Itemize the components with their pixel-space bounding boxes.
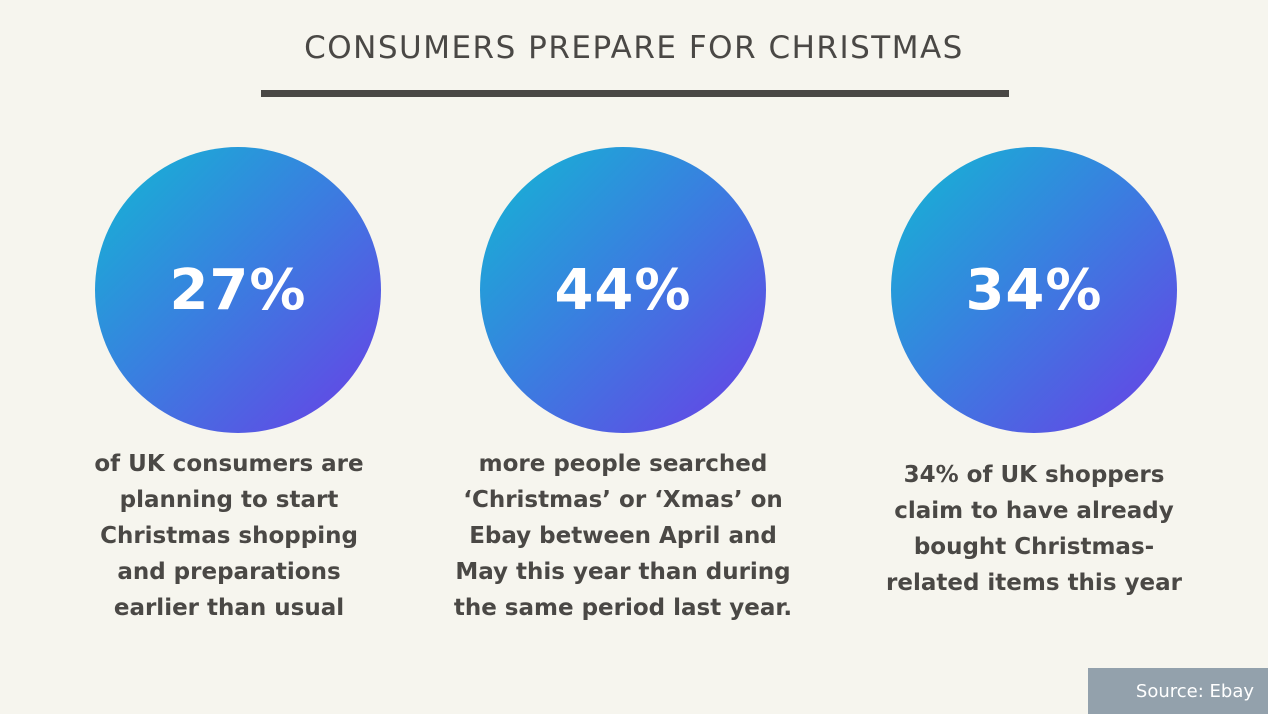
stat-value-2: 44%	[554, 257, 692, 323]
title-underline	[261, 90, 1009, 97]
stat-value-1: 27%	[169, 257, 307, 323]
stat-circle-3: 34%	[891, 147, 1177, 433]
stat-circle-2: 44%	[480, 147, 766, 433]
stat-description-1: of UK consumers are planning to start Ch…	[94, 451, 364, 621]
stat-description-2: more people searched ‘Christmas’ or ‘Xma…	[453, 451, 793, 621]
page-title: CONSUMERS PREPARE FOR CHRISTMAS	[304, 30, 964, 66]
stat-circle-1: 27%	[95, 147, 381, 433]
stat-description-3: 34% of UK shoppers claim to have already…	[886, 462, 1182, 596]
source-badge: Source: Ebay	[1088, 668, 1268, 714]
stat-value-3: 34%	[965, 257, 1103, 323]
